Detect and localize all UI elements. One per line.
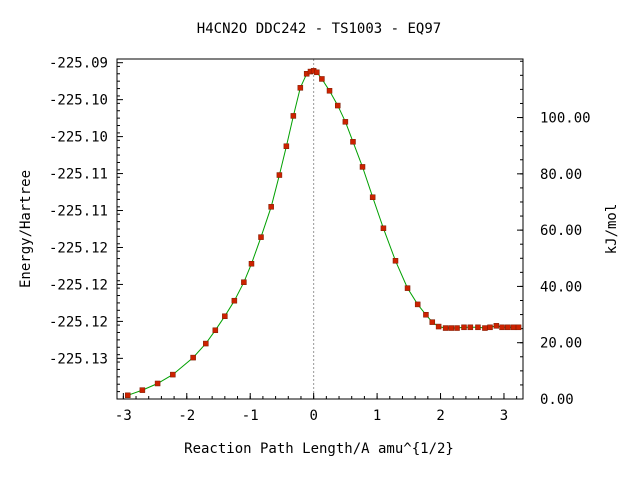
- data-point: [290, 113, 297, 119]
- data-point: [283, 143, 290, 149]
- x-tick-label: -2: [178, 408, 195, 424]
- data-point: [297, 85, 304, 91]
- data-point: [139, 387, 146, 393]
- data-point: [222, 313, 228, 319]
- series-layer: [125, 68, 522, 399]
- y-tick-label: -225.12: [49, 314, 108, 330]
- data-point: [231, 297, 238, 304]
- x-tick-label: 0: [309, 408, 317, 424]
- y-tick-label: -225.11: [49, 204, 108, 220]
- y-tick-label: -225.09: [49, 56, 108, 72]
- data-point: [423, 311, 429, 318]
- x-tick-label: 2: [436, 408, 444, 424]
- y2-tick-label: 20.00: [540, 336, 582, 352]
- data-point: [125, 392, 131, 399]
- data-point: [487, 324, 493, 331]
- y2-axis-label: kJ/mol: [604, 204, 620, 255]
- data-point: [467, 324, 474, 331]
- data-point: [510, 324, 517, 331]
- series-line: [127, 70, 519, 396]
- data-point: [429, 319, 436, 325]
- y-tick-label: -225.11: [49, 167, 108, 183]
- data-point: [414, 301, 421, 308]
- y2-tick-label: 0.00: [540, 392, 574, 408]
- data-point: [442, 325, 449, 331]
- x-tick-label: -3: [115, 408, 132, 424]
- y2-axis: 0.00 20.00 40.00 60.00 80.00 100.00: [517, 60, 591, 408]
- data-point: [276, 172, 283, 178]
- y-tick-label: -225.10: [49, 93, 108, 109]
- data-point: [448, 325, 455, 331]
- data-point: [505, 324, 511, 331]
- data-point: [212, 327, 219, 334]
- y-tick-label: -225.13: [49, 351, 108, 367]
- y-tick-label: -225.12: [49, 240, 108, 256]
- data-point: [392, 258, 399, 264]
- data-point: [454, 325, 460, 331]
- data-point: [404, 285, 411, 291]
- data-point: [380, 225, 387, 232]
- data-point: [190, 354, 196, 361]
- y2-tick-label: 40.00: [540, 279, 582, 295]
- y2-tick-label: 80.00: [540, 167, 582, 183]
- y-axis: -225.09 -225.10 -225.10 -225.11 -225.11 -225.…: [49, 56, 123, 400]
- data-point: [248, 260, 255, 267]
- x-tick-label: 3: [500, 408, 508, 424]
- data-point: [326, 88, 333, 94]
- data-point: [154, 380, 161, 387]
- y2-tick-label: 100.00: [540, 111, 591, 127]
- data-point: [268, 204, 274, 210]
- data-point: [515, 324, 522, 331]
- data-point: [482, 325, 488, 331]
- data-point: [314, 69, 320, 76]
- data-point: [435, 323, 442, 330]
- y2-tick-label: 60.00: [540, 223, 582, 239]
- y-tick-label: -225.10: [49, 130, 108, 146]
- plot-frame: [116, 58, 524, 400]
- y-axis-label: Energy/Hartree: [18, 170, 34, 288]
- data-point: [475, 324, 481, 331]
- y-tick-label: -225.12: [49, 277, 108, 293]
- data-point: [369, 194, 376, 200]
- data-point: [241, 279, 247, 285]
- x-axis-label: Reaction Path Length/A amu^{1/2}: [184, 441, 454, 457]
- data-point: [499, 324, 505, 331]
- chart-title: H4CN2O DDC242 - TS1003 - EQ97: [197, 21, 441, 37]
- data-point: [319, 76, 325, 82]
- x-tick-label: -1: [242, 408, 259, 424]
- data-point: [493, 323, 500, 329]
- data-point: [342, 119, 349, 125]
- x-tick-label: 1: [373, 408, 381, 424]
- data-point: [335, 102, 341, 109]
- data-point: [170, 371, 176, 378]
- data-point: [461, 324, 467, 331]
- data-point: [258, 234, 264, 240]
- x-axis: -3 -2 -1 0 1 2 3: [115, 393, 518, 424]
- data-point: [350, 139, 356, 145]
- data-point: [203, 340, 209, 347]
- data-point: [359, 164, 366, 170]
